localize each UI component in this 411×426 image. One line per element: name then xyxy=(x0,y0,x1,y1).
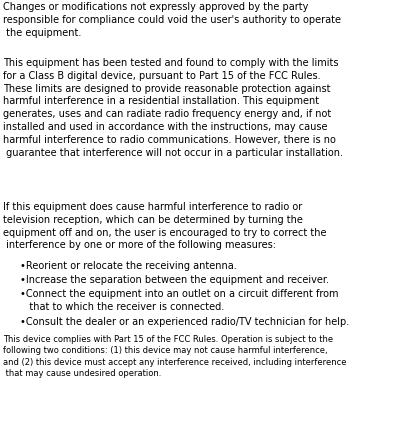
Text: This equipment has been tested and found to comply with the limits
for a Class B: This equipment has been tested and found… xyxy=(3,58,343,158)
Text: If this equipment does cause harmful interference to radio or
television recepti: If this equipment does cause harmful int… xyxy=(3,202,326,250)
Text: •Reorient or relocate the receiving antenna.: •Reorient or relocate the receiving ante… xyxy=(20,261,237,271)
Text: •Increase the separation between the equipment and receiver.: •Increase the separation between the equ… xyxy=(20,275,329,285)
Text: •Connect the equipment into an outlet on a circuit different from
   that to whi: •Connect the equipment into an outlet on… xyxy=(20,289,339,312)
Text: This device complies with Part 15 of the FCC Rules. Operation is subject to the
: This device complies with Part 15 of the… xyxy=(3,335,346,378)
Text: •Consult the dealer or an experienced radio/TV technician for help.: •Consult the dealer or an experienced ra… xyxy=(20,317,349,327)
Text: Changes or modifications not expressly approved by the party
responsible for com: Changes or modifications not expressly a… xyxy=(3,2,341,37)
